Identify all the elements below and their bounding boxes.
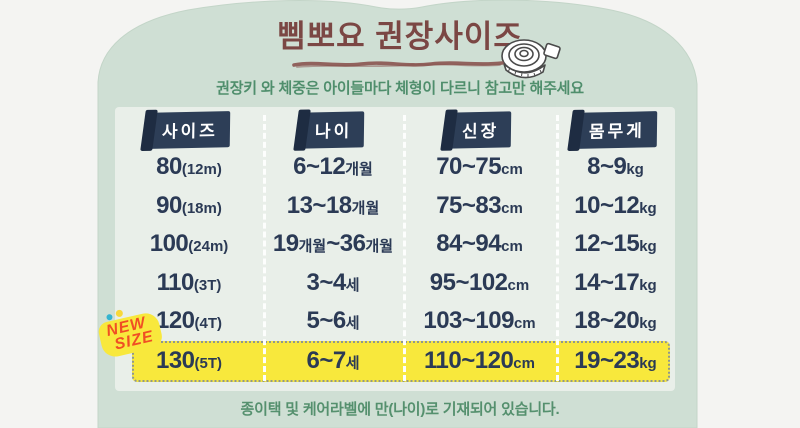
column-divider xyxy=(556,115,559,381)
table-cell: 75~83cm xyxy=(436,191,523,219)
table-cell: 18~20kg xyxy=(574,307,657,335)
chart-subtitle: 권장키 와 체중은 아이들마다 체형이 다르니 참고만 해주세요 xyxy=(216,80,584,97)
table-cell: 70~75cm xyxy=(436,153,523,181)
column-header-label: 몸무게 xyxy=(588,121,645,142)
table-cell: 8~9kg xyxy=(587,153,644,181)
page-title: 삠뽀요 권장사이즈 xyxy=(277,19,523,54)
column-divider xyxy=(403,115,406,381)
table-cell: 6~7세 xyxy=(306,347,360,374)
column-header-height: 신장 xyxy=(403,111,556,149)
table-row: 90(18m) 13~18개월 75~83cm 10~12kg xyxy=(115,187,675,226)
table-row: 130(5T) 6~7세 110~120cm 19~23kg xyxy=(115,340,675,382)
table-cell: 110~120cm xyxy=(424,347,535,374)
column-header-weight: 몸무게 xyxy=(556,111,675,149)
table-cell: 90(18m) xyxy=(156,191,222,219)
footer-note: 종이택 및 케어라벨에 만(나이)로 기재되어 있습니다. xyxy=(240,401,560,418)
table-cell: 95~102cm xyxy=(429,268,530,296)
table-cell: 14~17kg xyxy=(574,268,657,296)
table-cell: 13~18개월 xyxy=(286,191,380,219)
table-cell: 120(4T) xyxy=(155,307,223,335)
table-cell: 100(24m) xyxy=(149,230,229,258)
table-cell: 6~12개월 xyxy=(293,153,373,181)
table-cell: 19~23kg xyxy=(574,347,657,374)
table-cell: 3~4세 xyxy=(306,268,360,296)
table-cell: 84~94cm xyxy=(436,230,523,258)
column-header-label: 사이즈 xyxy=(161,121,219,142)
column-header-label: 나이 xyxy=(315,121,353,142)
table-cell: 80(12m) xyxy=(156,153,222,181)
title-row: 삠뽀요 권장사이즈 xyxy=(0,18,800,64)
table-row: 110(3T) 3~4세 95~102cm 14~17kg xyxy=(115,264,675,303)
tape-measure-icon xyxy=(501,39,561,79)
table-cell: 10~12kg xyxy=(574,191,657,219)
table-cell: 5~6세 xyxy=(306,307,360,335)
table-header-row: 사이즈 나이 신장 몸무게 xyxy=(115,107,675,149)
table-cell: 110(3T) xyxy=(156,268,222,296)
column-header-label: 신장 xyxy=(461,121,500,142)
table-cell: 130(5T) xyxy=(155,347,223,374)
title-underline-doodle xyxy=(292,61,504,68)
table-cell: 19개월~36개월 xyxy=(272,230,394,258)
size-table: 사이즈 나이 신장 몸무게 80(12m) 6~12개월 70~75cm 8~9kg 9… xyxy=(115,107,675,391)
column-header-age: 나이 xyxy=(263,111,403,149)
table-row: 100(24m) 19개월~36개월 84~94cm 12~15kg xyxy=(115,225,675,264)
table-cell: 12~15kg xyxy=(574,230,657,258)
column-divider xyxy=(263,115,266,381)
table-cell: 103~109cm xyxy=(423,307,536,335)
column-header-size: 사이즈 xyxy=(115,111,263,149)
table-row: 80(12m) 6~12개월 70~75cm 8~9kg xyxy=(115,148,675,187)
size-table-rows: 80(12m) 6~12개월 70~75cm 8~9kg 90(18m) 13~18개월 7… xyxy=(115,148,675,382)
table-row: 120(4T) 5~6세 103~109cm 18~20kg xyxy=(115,302,675,341)
